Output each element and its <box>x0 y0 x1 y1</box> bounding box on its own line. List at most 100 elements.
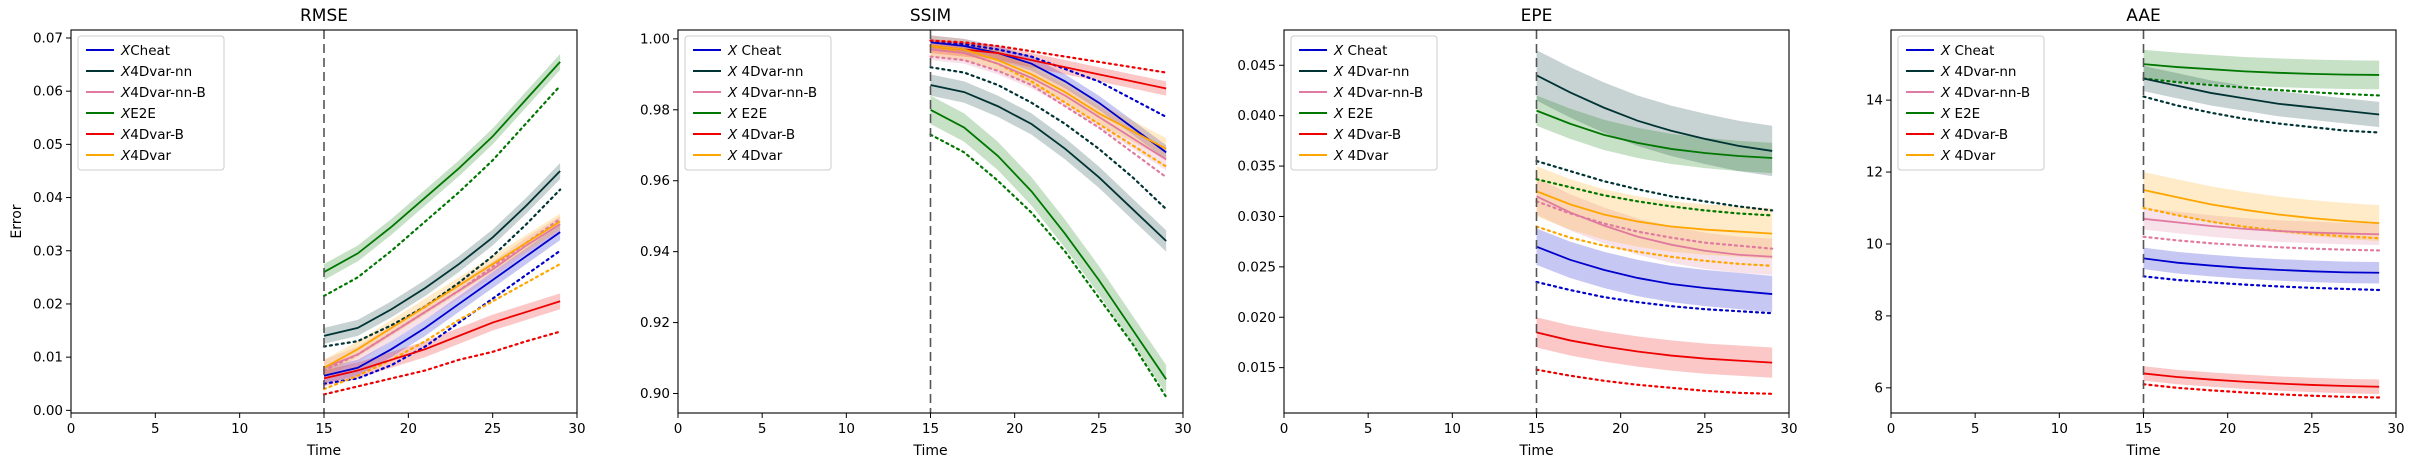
dotted-series-line <box>1535 225 1774 267</box>
x-tick-label: 10 <box>2051 421 2068 437</box>
confidence-band <box>2143 65 2380 128</box>
series-line <box>323 231 561 377</box>
x-tick-label: 0 <box>674 421 683 437</box>
legend-label-symbol: X <box>1333 85 1344 101</box>
y-tick-label: 0.92 <box>640 315 670 331</box>
legend-label-symbol: X <box>1333 106 1344 122</box>
series-line <box>323 220 561 369</box>
legend-label-symbol: X <box>1940 106 1951 122</box>
x-tick-label: 30 <box>1780 421 1797 437</box>
x-tick-label: 10 <box>231 421 248 437</box>
legend-label: XCheat <box>120 43 170 59</box>
chart-title: EPE <box>1521 6 1553 26</box>
legend-box <box>77 35 225 171</box>
x-tick-label: 25 <box>1696 421 1713 437</box>
legend-label-rest: 4Dvar-nn-B <box>737 85 817 101</box>
series-line <box>930 41 1167 154</box>
legend-label: X4Dvar <box>120 148 171 164</box>
series-line <box>323 300 561 380</box>
series-line <box>1536 195 1773 258</box>
y-tick-label: 0.035 <box>1237 159 1276 175</box>
x-tick-label: 20 <box>2219 421 2236 437</box>
confidence-band <box>930 74 1167 252</box>
legend-label-rest: 4Dvar <box>130 148 171 164</box>
x-tick-label: 10 <box>1444 421 1461 437</box>
legend-label-rest: 4Dvar-nn <box>130 64 192 80</box>
legend-label-rest: Cheat <box>130 43 170 59</box>
chart-title: RMSE <box>300 6 348 26</box>
legend-label: X 4Dvar-B <box>727 127 795 143</box>
confidence-band <box>324 162 561 344</box>
legend-label: X Cheat <box>1333 43 1387 59</box>
x-tick-label: 30 <box>2387 421 2404 437</box>
legend-label-rest: Cheat <box>1950 43 1994 59</box>
dotted-series-line <box>1535 178 1774 217</box>
legend-label-rest: 4Dvar-B <box>737 127 795 143</box>
confidence-band <box>2143 247 2380 284</box>
series-line <box>2143 217 2380 236</box>
legend-label-rest: Cheat <box>737 43 781 59</box>
y-tick-label: 8 <box>1874 308 1883 324</box>
y-tick-label: 0.020 <box>1237 310 1276 326</box>
legend-label: X4Dvar-nn <box>120 64 192 80</box>
legend-label: XE2E <box>120 106 156 122</box>
series-line <box>1536 190 1773 235</box>
x-tick-label: 15 <box>315 421 332 437</box>
legend-label: X 4Dvar-B <box>1333 127 1401 143</box>
y-tick-label: 0.96 <box>640 173 670 189</box>
legend-label: X4Dvar-nn-B <box>120 85 206 101</box>
x-axis-label: Time <box>2125 443 2160 459</box>
series-line <box>1536 331 1773 364</box>
series-line <box>323 170 561 337</box>
chart-title: SSIM <box>910 6 951 26</box>
confidence-band <box>1536 166 1773 259</box>
confidence-band <box>324 213 561 376</box>
legend-label: X E2E <box>1333 106 1373 122</box>
x-axis-label: Time <box>306 443 341 459</box>
y-tick-label: 6 <box>1874 380 1883 396</box>
legend-label-rest: 4Dvar-B <box>1343 127 1401 143</box>
legend-label-rest: E2E <box>737 106 767 122</box>
x-tick-label: 15 <box>922 421 939 437</box>
legend-label: X 4Dvar-B <box>1940 127 2008 143</box>
series-line <box>2143 63 2380 76</box>
y-tick-label: 0.02 <box>33 296 63 312</box>
y-tick-label: 1.00 <box>640 31 670 47</box>
x-tick-label: 20 <box>1612 421 1629 437</box>
dotted-series-line <box>929 55 1168 179</box>
x-tick-label: 5 <box>758 421 767 437</box>
legend-label: X 4Dvar <box>727 148 783 164</box>
series-line <box>930 45 1167 150</box>
legend-label: X 4Dvar-nn-B <box>1333 85 1423 101</box>
x-tick-label: 15 <box>2135 421 2152 437</box>
y-tick-label: 0.94 <box>640 244 670 260</box>
y-tick-label: 0.030 <box>1237 209 1276 225</box>
legend-label-rest: 4Dvar-nn <box>1950 64 2016 80</box>
legend-label-rest: 4Dvar <box>737 148 783 164</box>
legend-label: X 4Dvar-nn <box>1940 64 2016 80</box>
confidence-band <box>930 95 1167 394</box>
series-line <box>1536 74 1773 152</box>
y-tick-label: 0.90 <box>640 386 670 402</box>
legend-label-symbol: X <box>1333 148 1344 164</box>
x-axis-label: Time <box>1518 443 1553 459</box>
legend-label: X 4Dvar-nn <box>727 64 803 80</box>
x-tick-label: 5 <box>151 421 160 437</box>
x-tick-label: 25 <box>1090 421 1107 437</box>
legend-label: X Cheat <box>1940 43 1994 59</box>
legend-label-symbol: X <box>120 148 131 164</box>
legend-label-rest: E2E <box>1950 106 1980 122</box>
confidence-band <box>1536 228 1773 313</box>
confidence-band <box>324 224 561 384</box>
series-line <box>2143 189 2380 225</box>
y-axis-label: Error <box>9 204 25 238</box>
legend-label-rest: 4Dvar <box>1950 148 1996 164</box>
y-tick-label: 10 <box>1866 236 1883 252</box>
dotted-series-line <box>929 39 1168 74</box>
x-tick-label: 25 <box>484 421 501 437</box>
legend-label: X Cheat <box>727 43 781 59</box>
